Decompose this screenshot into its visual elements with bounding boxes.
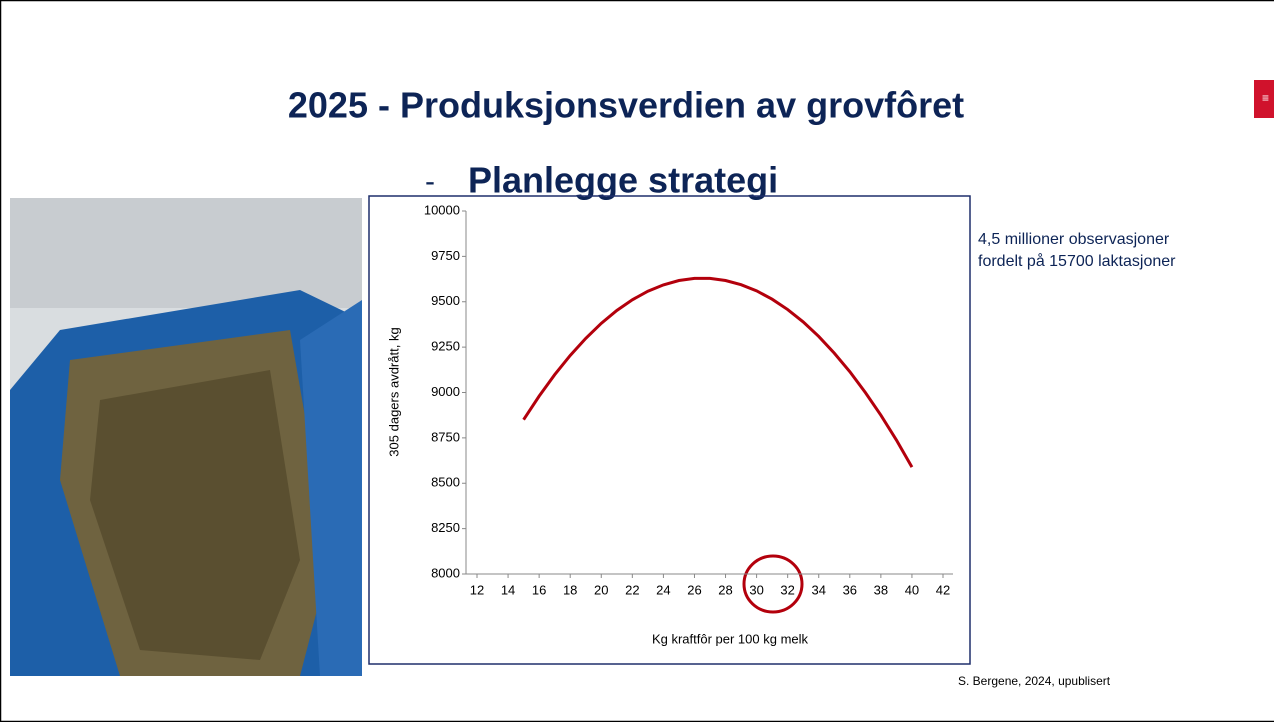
x-tick-label: 14: [501, 582, 515, 597]
y-tick-label: 9500: [431, 293, 460, 308]
highlight-circle: [742, 554, 804, 614]
photo: [10, 198, 362, 676]
x-tick-label: 30: [749, 582, 763, 597]
note-line: 4,5 millioner observasjoner: [978, 231, 1170, 248]
y-axis-label: 305 dagers avdrått, kg: [386, 327, 401, 456]
logo-mark: ≡: [1262, 91, 1269, 105]
x-tick-label: 28: [718, 582, 732, 597]
x-tick-label: 22: [625, 582, 639, 597]
x-tick-label: 18: [563, 582, 577, 597]
note-line: fordelt på 15700 laktasjoner: [978, 252, 1176, 270]
logo: [1254, 80, 1274, 118]
subtitle: Planlegge strategi: [468, 160, 778, 201]
x-tick-label: 26: [687, 582, 701, 597]
x-axis-label: Kg kraftfôr per 100 kg melk: [652, 631, 809, 646]
slide-title: 2025 - Produksjonsverdien av grovfôret: [288, 85, 964, 126]
y-tick-label: 8000: [431, 565, 460, 580]
subtitle-dash: -: [425, 165, 435, 198]
source: S. Bergene, 2024, upublisert: [958, 674, 1111, 688]
x-tick-label: 24: [656, 582, 670, 597]
y-tick-label: 9250: [431, 339, 460, 354]
x-tick-label: 20: [594, 582, 608, 597]
y-tick-label: 10000: [424, 202, 460, 217]
chart-frame: [368, 195, 971, 665]
x-tick-label: 38: [874, 582, 888, 597]
x-tick-label: 36: [843, 582, 857, 597]
x-tick-label: 34: [811, 582, 825, 597]
y-tick-label: 9000: [431, 384, 460, 399]
data-line: [522, 276, 914, 468]
y-tick-label: 8250: [431, 520, 460, 535]
x-tick-label: 42: [936, 582, 950, 597]
y-tick-label: 8500: [431, 475, 460, 490]
y-tick-label: 9750: [431, 248, 460, 263]
x-tick-label: 12: [470, 582, 484, 597]
x-tick-label: 40: [905, 582, 919, 597]
x-tick-label: 16: [532, 582, 546, 597]
y-tick-label: 8750: [431, 429, 460, 444]
x-tick-label: 32: [780, 582, 794, 597]
